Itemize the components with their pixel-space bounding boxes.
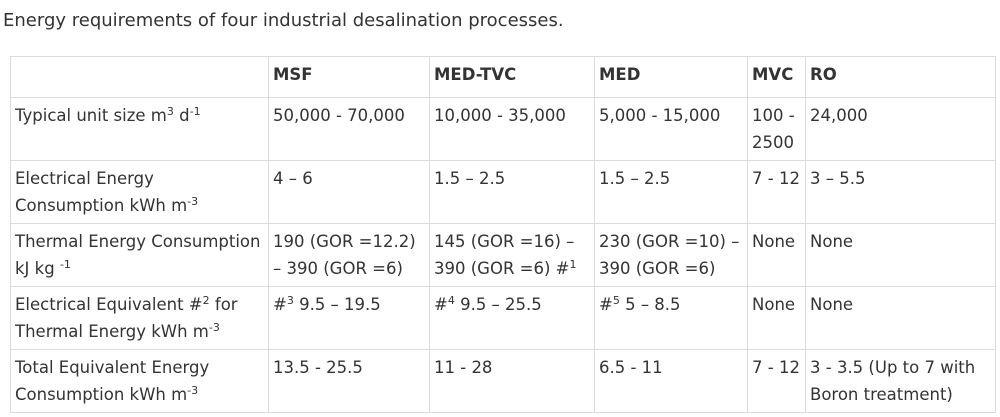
cell-mvc: None <box>747 286 806 350</box>
cell-med-tvc: 10,000 - 35,000 <box>429 97 595 161</box>
cell-msf: 4 – 6 <box>268 160 430 224</box>
cell-ro: None <box>805 286 996 350</box>
cell-ro: None <box>805 223 996 287</box>
table-row: Thermal Energy Consumption kJ kg -1 190 … <box>10 223 996 287</box>
cell-ro: 3 – 5.5 <box>805 160 996 224</box>
header-msf: MSF <box>268 56 430 98</box>
table-row: Total Equivalent Energy Consumption kWh … <box>10 349 996 413</box>
cell-ro: 3 - 3.5 (Up to 7 with Boron treatment) <box>805 349 996 413</box>
header-mvc: MVC <box>747 56 806 98</box>
cell-med: 230 (GOR =10) – 390 (GOR =6) <box>594 223 748 287</box>
table-row: Typical unit size m3 d-1 50,000 - 70,000… <box>10 97 996 161</box>
cell-msf: 50,000 - 70,000 <box>268 97 430 161</box>
header-empty <box>10 56 269 98</box>
table-row: Electrical Equivalent #2 for Thermal Ene… <box>10 286 996 350</box>
header-med: MED <box>594 56 748 98</box>
row-label-total-equivalent: Total Equivalent Energy Consumption kWh … <box>10 349 269 413</box>
table-row: Electrical Energy Consumption kWh m-3 4 … <box>10 160 996 224</box>
cell-msf: 13.5 - 25.5 <box>268 349 430 413</box>
row-label-unit-size: Typical unit size m3 d-1 <box>10 97 269 161</box>
cell-mvc: 100 - 2500 <box>747 97 806 161</box>
row-label-electrical-equivalent: Electrical Equivalent #2 for Thermal Ene… <box>10 286 269 350</box>
row-label-thermal-energy: Thermal Energy Consumption kJ kg -1 <box>10 223 269 287</box>
table-header-row: MSF MED-TVC MED MVC RO <box>10 56 996 98</box>
row-label-electrical-energy: Electrical Energy Consumption kWh m-3 <box>10 160 269 224</box>
cell-mvc: 7 - 12 <box>747 160 806 224</box>
cell-med: #5 5 – 8.5 <box>594 286 748 350</box>
cell-mvc: 7 - 12 <box>747 349 806 413</box>
cell-msf: #3 9.5 – 19.5 <box>268 286 430 350</box>
energy-requirements-table: MSF MED-TVC MED MVC RO Typical unit size… <box>10 56 996 413</box>
cell-med: 5,000 - 15,000 <box>594 97 748 161</box>
cell-med-tvc: 11 - 28 <box>429 349 595 413</box>
cell-med-tvc: 1.5 – 2.5 <box>429 160 595 224</box>
cell-mvc: None <box>747 223 806 287</box>
cell-med-tvc: #4 9.5 – 25.5 <box>429 286 595 350</box>
cell-med-tvc: 145 (GOR =16) – 390 (GOR =6) #1 <box>429 223 595 287</box>
header-med-tvc: MED-TVC <box>429 56 595 98</box>
header-ro: RO <box>805 56 996 98</box>
cell-med: 6.5 - 11 <box>594 349 748 413</box>
cell-med: 1.5 – 2.5 <box>594 160 748 224</box>
cell-ro: 24,000 <box>805 97 996 161</box>
table-caption: Energy requirements of four industrial d… <box>3 10 564 31</box>
cell-msf: 190 (GOR =12.2) – 390 (GOR =6) <box>268 223 430 287</box>
